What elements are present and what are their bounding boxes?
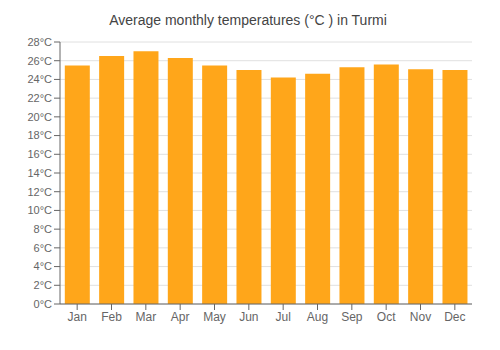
svg-text:20°C: 20°C bbox=[27, 111, 52, 123]
svg-text:10°C: 10°C bbox=[27, 204, 52, 216]
svg-text:Mar: Mar bbox=[135, 310, 156, 324]
svg-text:Aug: Aug bbox=[307, 310, 328, 324]
svg-text:14°C: 14°C bbox=[27, 167, 52, 179]
svg-text:12°C: 12°C bbox=[27, 186, 52, 198]
svg-text:Dec: Dec bbox=[444, 310, 465, 324]
html-text:Average monthly temperatures (: Average monthly temperatures (°C ) in Tu… bbox=[109, 12, 387, 28]
svg-text:Feb: Feb bbox=[101, 310, 122, 324]
svg-text:Jun: Jun bbox=[239, 310, 258, 324]
svg-text:2°C: 2°C bbox=[34, 279, 53, 291]
svg-text:Jan: Jan bbox=[67, 310, 86, 324]
svg-text:24°C: 24°C bbox=[27, 73, 52, 85]
svg-text:Oct: Oct bbox=[377, 310, 396, 324]
svg-text:Jul: Jul bbox=[275, 310, 290, 324]
svg-text:28°C: 28°C bbox=[27, 36, 52, 48]
svg-text:8°C: 8°C bbox=[34, 223, 53, 235]
svg-text:16°C: 16°C bbox=[27, 148, 52, 160]
svg-text:22°C: 22°C bbox=[27, 92, 52, 104]
svg-text:18°C: 18°C bbox=[27, 129, 52, 141]
svg-text:6°C: 6°C bbox=[34, 242, 53, 254]
svg-text:Nov: Nov bbox=[410, 310, 431, 324]
svg-text:Sep: Sep bbox=[341, 310, 363, 324]
svg-text:Apr: Apr bbox=[171, 310, 190, 324]
svg-text:0°C: 0°C bbox=[34, 298, 53, 310]
svg-text:4°C: 4°C bbox=[34, 260, 53, 272]
svg-text:26°C: 26°C bbox=[27, 55, 52, 67]
svg-text:May: May bbox=[203, 310, 226, 324]
